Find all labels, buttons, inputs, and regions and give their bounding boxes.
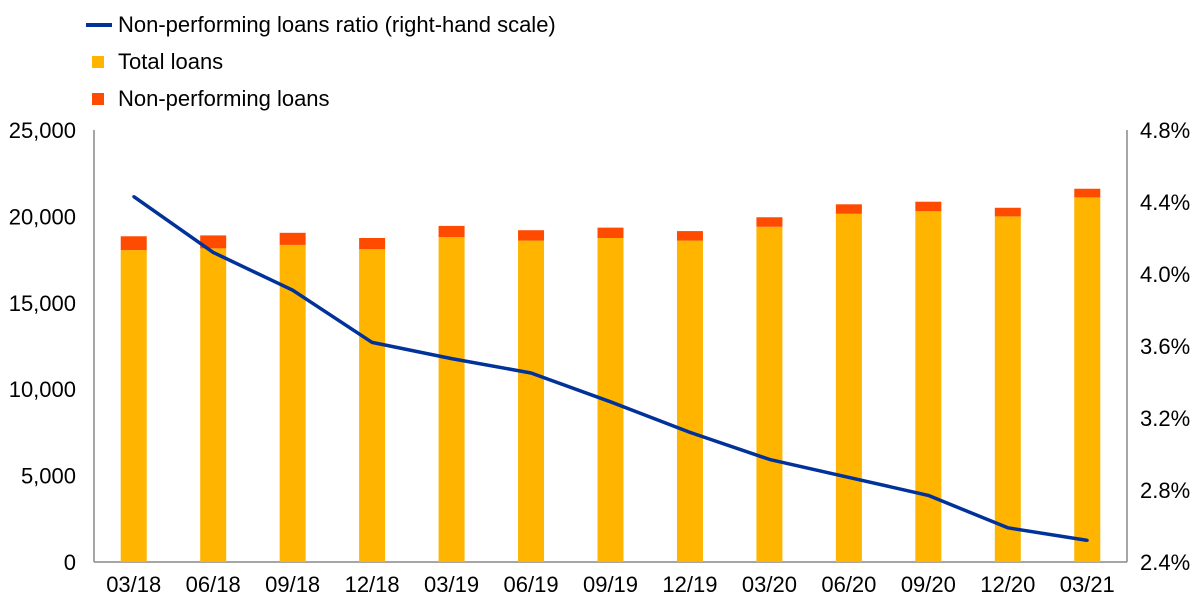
left-tick-label: 5,000 <box>21 464 76 489</box>
bar-non-performing-loans <box>279 232 306 245</box>
bar-total-loans <box>1074 197 1101 562</box>
bar-non-performing-loans <box>518 230 545 241</box>
x-tick-label: 03/19 <box>424 572 479 597</box>
x-tick-label: 09/19 <box>583 572 638 597</box>
npl-ratio-point <box>529 371 533 375</box>
bar-non-performing-loans <box>200 235 227 249</box>
npl-ratio-point <box>688 430 692 434</box>
bar-non-performing-loans <box>756 217 783 227</box>
bar-total-loans <box>518 240 545 563</box>
right-tick-label: 2.4% <box>1140 550 1190 575</box>
bar-non-performing-loans <box>120 236 147 251</box>
bar-total-loans <box>279 244 306 563</box>
bar-total-loans <box>835 213 862 563</box>
legend-item-npl: Non-performing loans <box>86 80 556 117</box>
bar-total-loans <box>756 226 783 562</box>
npl-ratio-point <box>291 288 295 292</box>
legend-swatch-npl-ratio <box>86 22 112 27</box>
x-tick-label: 06/18 <box>186 572 241 597</box>
x-tick-label: 09/20 <box>901 572 956 597</box>
x-tick-label: 06/19 <box>504 572 559 597</box>
npl-ratio-point <box>1085 538 1089 542</box>
npl-ratio-point <box>847 475 851 479</box>
bar-total-loans <box>200 248 227 563</box>
bar-total-loans <box>438 237 465 563</box>
x-tick-label: 03/20 <box>742 572 797 597</box>
left-tick-label: 15,000 <box>9 291 76 316</box>
x-tick-label: 12/18 <box>345 572 400 597</box>
bar-total-loans <box>120 250 147 562</box>
legend-swatch-npl <box>92 92 104 105</box>
right-tick-label: 4.4% <box>1140 190 1190 215</box>
bar-total-loans <box>359 249 386 562</box>
x-tick-label: 09/18 <box>265 572 320 597</box>
chart-legend: Non-performing loans ratio (right-hand s… <box>86 6 556 117</box>
left-tick-label: 25,000 <box>9 118 76 143</box>
right-tick-label: 3.6% <box>1140 334 1190 359</box>
bar-non-performing-loans <box>994 207 1021 217</box>
x-tick-label: 12/20 <box>980 572 1035 597</box>
x-tick-label: 12/19 <box>662 572 717 597</box>
bar-non-performing-loans <box>915 201 942 212</box>
x-tick-label: 06/20 <box>821 572 876 597</box>
left-tick-label: 20,000 <box>9 204 76 229</box>
npl-ratio-point <box>450 357 454 361</box>
bar-non-performing-loans <box>835 204 862 214</box>
legend-item-total-loans: Total loans <box>86 43 556 80</box>
x-tick-label: 03/18 <box>106 572 161 597</box>
right-tick-label: 3.2% <box>1140 406 1190 431</box>
bar-total-loans <box>676 240 703 563</box>
npl-ratio-point <box>609 400 612 404</box>
right-tick-label: 2.8% <box>1140 478 1190 503</box>
npl-ratio-point <box>370 340 374 344</box>
right-tick-label: 4.0% <box>1140 262 1190 287</box>
npl-ratio-point <box>1006 526 1010 530</box>
left-tick-label: 10,000 <box>9 377 76 402</box>
right-tick-label: 4.8% <box>1140 118 1190 143</box>
bar-total-loans <box>915 211 942 562</box>
legend-swatch-total-loans <box>92 55 104 68</box>
npl-ratio-point <box>211 250 215 254</box>
npl-ratio-point <box>132 195 136 199</box>
bar-total-loans <box>994 216 1021 562</box>
legend-label-npl: Non-performing loans <box>118 85 330 111</box>
left-tick-label: 0 <box>64 550 76 575</box>
npl-ratio-point <box>767 457 771 461</box>
npl-ratio-point <box>926 493 930 497</box>
bar-non-performing-loans <box>597 227 624 238</box>
bar-non-performing-loans <box>359 238 386 250</box>
legend-label-total-loans: Total loans <box>118 48 224 74</box>
legend-label-npl-ratio: Non-performing loans ratio (right-hand s… <box>118 11 556 37</box>
bar-non-performing-loans <box>1074 188 1101 198</box>
bar-non-performing-loans <box>438 225 465 238</box>
legend-item-npl-ratio: Non-performing loans ratio (right-hand s… <box>86 6 556 43</box>
x-tick-label: 03/21 <box>1060 572 1115 597</box>
bar-non-performing-loans <box>676 231 703 241</box>
